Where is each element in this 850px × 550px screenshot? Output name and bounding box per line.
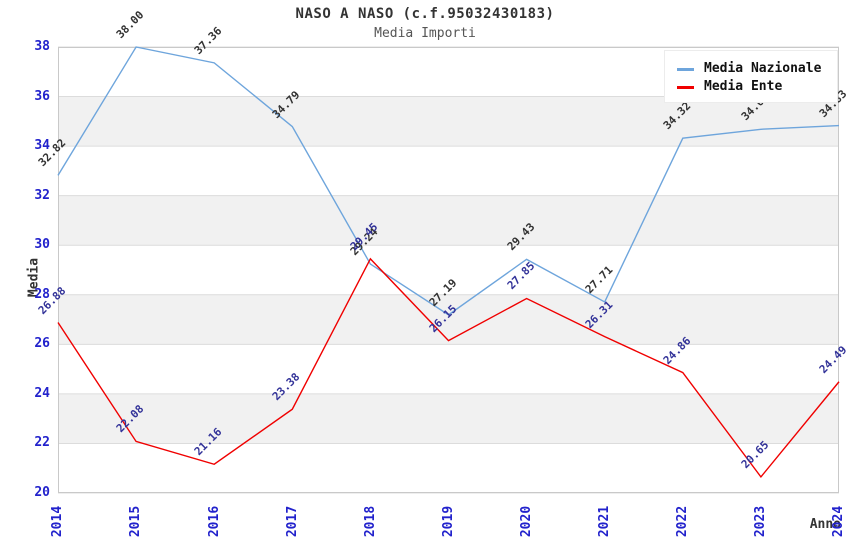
y-tick-label: 32 <box>34 187 50 203</box>
y-tick-label: 28 <box>34 286 50 302</box>
x-axis-title: Anno <box>809 517 841 532</box>
background-band <box>58 443 839 493</box>
series-line-nazionale <box>57 46 840 316</box>
y-tick-label: 26 <box>34 336 50 352</box>
background-band <box>58 344 839 394</box>
x-tick-label: 2017 <box>284 505 300 537</box>
y-tick-label: 30 <box>34 237 50 253</box>
x-tick: 2016 <box>194 498 234 544</box>
y-tick-label: 38 <box>34 39 50 54</box>
y-tick-label: 20 <box>34 485 50 500</box>
x-tick-label: 2024 <box>831 505 847 537</box>
y-tick-label: 24 <box>34 385 50 401</box>
background-band <box>58 294 839 345</box>
y-tick-label: 22 <box>34 435 50 451</box>
y-tick-label: 36 <box>34 88 50 104</box>
plot-border <box>58 47 839 493</box>
x-tick-label: 2023 <box>753 505 769 537</box>
x-tick-label: 2018 <box>362 505 378 537</box>
legend-label-nazionale: Media Nazionale <box>704 61 822 76</box>
x-tick: 2021 <box>585 498 625 544</box>
legend-label-ente: Media Ente <box>704 79 783 94</box>
x-tick: 2015 <box>116 498 156 544</box>
legend-item-ente: Media Ente <box>677 78 837 96</box>
x-tick-label: 2016 <box>206 505 222 537</box>
plot-area: 32.82 38.00 37.36 34.79 29.24 27.19 29.43 27.71… <box>36 8 849 494</box>
y-tick-label: 34 <box>34 138 50 154</box>
background-band <box>58 195 839 246</box>
background-band <box>58 96 839 147</box>
x-tick-label: 2020 <box>519 505 535 537</box>
x-tick: 2019 <box>429 498 469 544</box>
x-tick: 2023 <box>741 498 781 544</box>
background-band <box>58 393 839 444</box>
legend-swatch-red-line-icon <box>677 85 694 89</box>
background-band <box>58 245 839 295</box>
background-band <box>58 146 839 196</box>
legend-swatch-blue-line-icon <box>677 67 694 71</box>
legend: Media Nazionale Media Ente <box>664 50 838 103</box>
x-tick: 2018 <box>350 498 390 544</box>
plot-svg <box>57 46 840 494</box>
x-tick: 2024 <box>819 498 850 544</box>
x-tick: 2014 <box>38 498 78 544</box>
x-tick-label: 2022 <box>675 505 691 537</box>
legend-item-nazionale: Media Nazionale <box>677 60 837 78</box>
x-tick-label: 2019 <box>441 505 456 537</box>
x-tick-label: 2014 <box>50 505 66 537</box>
series-line-ente <box>57 257 840 479</box>
chart-subtitle: Media Importi <box>374 26 476 41</box>
x-tick: 2020 <box>507 498 547 544</box>
x-tick-label: 2015 <box>128 505 144 537</box>
x-tick: 2022 <box>663 498 703 544</box>
x-tick: 2017 <box>272 498 312 544</box>
x-tick-label: 2021 <box>597 505 613 537</box>
chart-title: NASO A NASO (c.f.95032430183) <box>295 6 555 22</box>
